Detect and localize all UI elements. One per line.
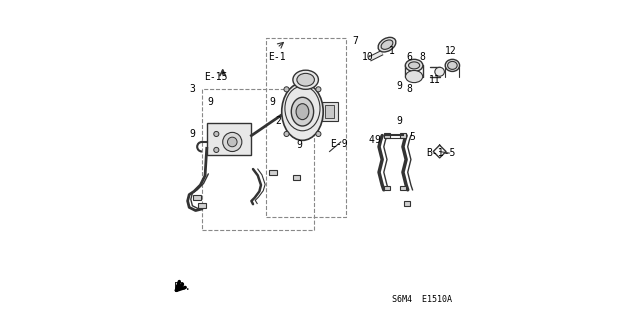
Bar bbox=[198, 203, 206, 208]
Bar bbox=[293, 175, 300, 180]
Text: 9: 9 bbox=[397, 81, 403, 91]
Text: E-1: E-1 bbox=[268, 52, 285, 63]
Ellipse shape bbox=[408, 62, 420, 69]
Text: 10: 10 bbox=[362, 52, 374, 63]
Bar bbox=[400, 186, 406, 190]
Bar bbox=[321, 102, 337, 121]
Ellipse shape bbox=[296, 104, 309, 120]
Bar bbox=[384, 186, 390, 190]
Circle shape bbox=[223, 132, 242, 152]
Text: 9: 9 bbox=[189, 129, 195, 139]
Ellipse shape bbox=[293, 70, 319, 89]
Bar bbox=[400, 133, 406, 138]
Ellipse shape bbox=[291, 97, 314, 126]
Bar bbox=[404, 201, 410, 206]
Bar bbox=[193, 195, 201, 200]
Text: 8: 8 bbox=[419, 52, 425, 63]
Ellipse shape bbox=[447, 61, 457, 70]
Text: 3: 3 bbox=[189, 84, 195, 94]
Bar bbox=[207, 123, 252, 155]
Text: 9: 9 bbox=[296, 140, 302, 150]
Text: B-1-5: B-1-5 bbox=[426, 148, 456, 158]
Circle shape bbox=[284, 131, 289, 137]
Ellipse shape bbox=[381, 40, 393, 49]
Text: 2: 2 bbox=[276, 116, 282, 126]
Ellipse shape bbox=[378, 37, 396, 52]
Circle shape bbox=[284, 87, 289, 92]
Text: 4: 4 bbox=[368, 135, 374, 145]
Text: 6: 6 bbox=[406, 52, 412, 63]
Text: 7: 7 bbox=[352, 36, 358, 47]
Ellipse shape bbox=[297, 73, 314, 86]
Bar bbox=[266, 38, 346, 217]
Bar bbox=[202, 89, 314, 230]
Text: FR.: FR. bbox=[174, 282, 191, 292]
Text: 9: 9 bbox=[269, 97, 275, 107]
Text: 5: 5 bbox=[410, 132, 415, 142]
Text: 9: 9 bbox=[374, 135, 380, 145]
Ellipse shape bbox=[406, 70, 422, 83]
Circle shape bbox=[227, 137, 237, 147]
Ellipse shape bbox=[435, 67, 444, 76]
Text: 11: 11 bbox=[429, 75, 441, 85]
Ellipse shape bbox=[445, 59, 460, 71]
Text: S6M4  E1510A: S6M4 E1510A bbox=[392, 295, 452, 304]
Text: E-15: E-15 bbox=[205, 71, 228, 82]
Text: 9: 9 bbox=[397, 116, 403, 126]
Text: 8: 8 bbox=[406, 84, 412, 94]
Ellipse shape bbox=[405, 59, 423, 71]
Circle shape bbox=[316, 131, 321, 137]
Bar bbox=[324, 105, 334, 118]
Text: 1: 1 bbox=[389, 46, 395, 56]
Bar bbox=[269, 170, 277, 175]
Text: 12: 12 bbox=[445, 46, 457, 56]
Text: 9: 9 bbox=[207, 97, 213, 107]
Circle shape bbox=[316, 87, 321, 92]
Circle shape bbox=[214, 147, 219, 152]
Bar bbox=[384, 133, 390, 138]
Ellipse shape bbox=[282, 83, 323, 140]
Text: E-9: E-9 bbox=[330, 138, 348, 149]
Circle shape bbox=[214, 131, 219, 137]
